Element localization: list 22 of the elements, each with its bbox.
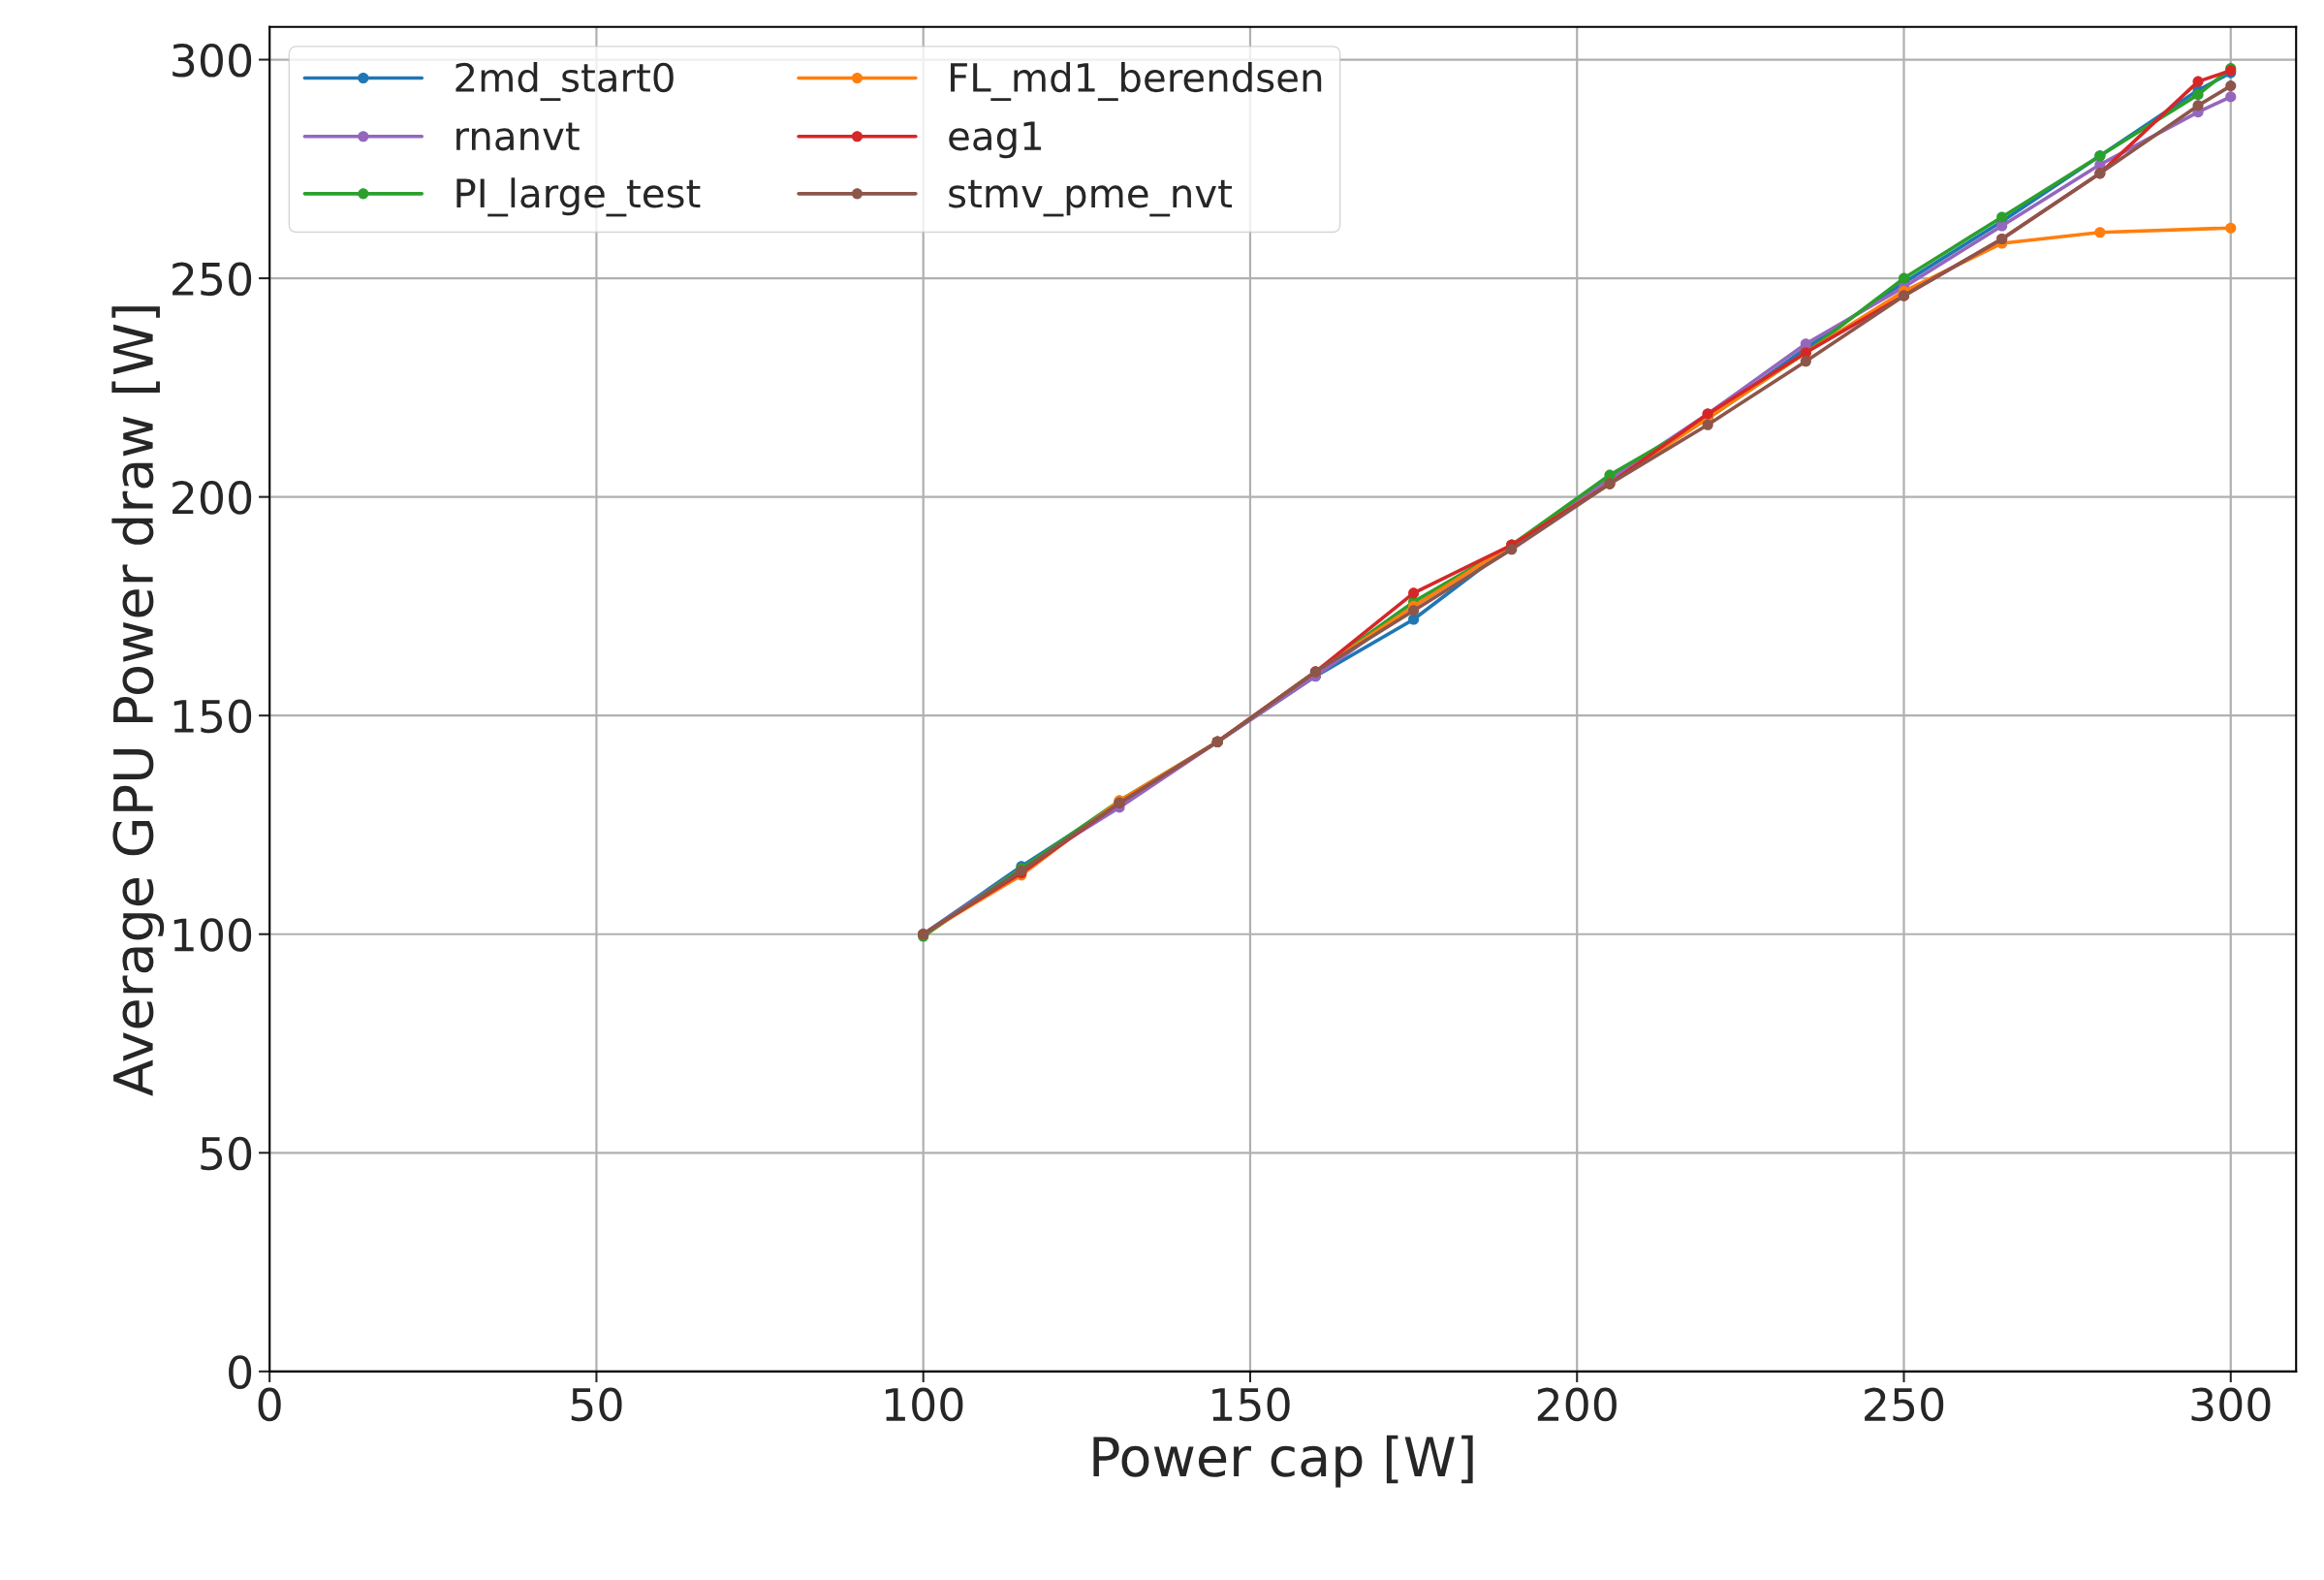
y-tick-label: 300 <box>173 43 252 78</box>
y-tick-label: 250 <box>173 262 252 297</box>
y-tick-label: 0 <box>229 1355 252 1389</box>
legend-label: FL_md1_berendsen <box>951 61 1322 102</box>
y-tick-label: 50 <box>201 1136 252 1171</box>
legend-label: stmv_pme_nvt <box>949 179 1232 217</box>
x-tick-label: 0 <box>258 1387 281 1422</box>
legend-label: PI_large_test <box>456 177 701 217</box>
x-axis-title: Power cap [W] <box>1093 1435 1473 1488</box>
x-tick-label: 100 <box>885 1387 963 1422</box>
legend-label: rnanvt <box>456 122 580 151</box>
y-tick-label: 100 <box>173 918 252 952</box>
y-axis-title: Average GPU Power draw [W] <box>111 306 165 1096</box>
legend-label: 2md_start0 <box>455 61 674 102</box>
x-tick-label: 300 <box>2191 1387 2271 1422</box>
y-tick-label: 150 <box>173 699 252 734</box>
x-tick-label: 50 <box>571 1387 622 1422</box>
x-tick-label: 200 <box>1537 1387 1617 1422</box>
legend-label: eag1 <box>949 121 1042 159</box>
x-tick-label: 150 <box>1212 1387 1290 1422</box>
x-tick-label: 250 <box>1865 1387 1944 1422</box>
y-tick-label: 200 <box>173 481 252 515</box>
